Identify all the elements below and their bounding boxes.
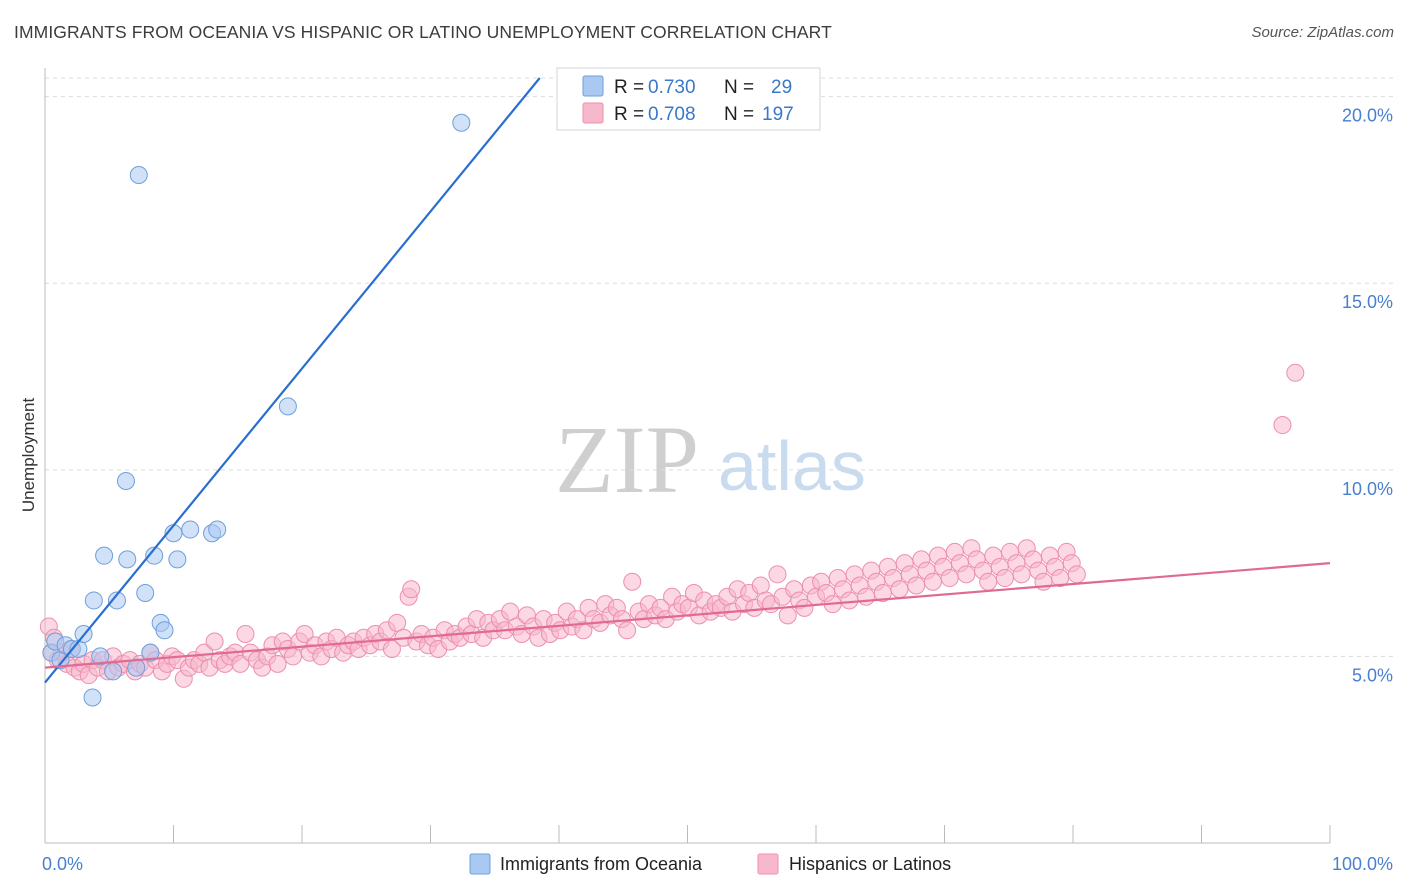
- watermark: ZIP atlas: [555, 406, 866, 513]
- y-tick-label: 20.0%: [1342, 106, 1393, 126]
- trend-line-hispanic: [44, 562, 1331, 669]
- point-oceania: [95, 546, 114, 565]
- trend-line-oceania: [44, 77, 541, 684]
- point-hispanic: [873, 583, 892, 602]
- point-hispanic: [979, 572, 998, 591]
- legend-label-oceania: Immigrants from Oceania: [500, 854, 703, 874]
- point-oceania: [155, 621, 174, 640]
- point-hispanic: [268, 654, 287, 673]
- point-oceania: [141, 643, 160, 662]
- point-hispanic: [923, 572, 942, 591]
- point-oceania: [452, 113, 471, 132]
- point-oceania: [181, 520, 200, 539]
- point-hispanic: [1012, 565, 1031, 584]
- stats-n-label-oceania: N =: [724, 77, 754, 98]
- point-hispanic: [857, 587, 876, 606]
- point-oceania: [208, 520, 227, 539]
- point-oceania: [116, 472, 135, 491]
- stats-r-label-oceania: R =: [614, 77, 644, 98]
- gridlines: [45, 77, 1395, 657]
- y-axis-title: Unemployment: [19, 398, 38, 513]
- point-hispanic: [205, 632, 224, 651]
- point-hispanic: [231, 654, 250, 673]
- chart-title: IMMIGRANTS FROM OCEANIA VS HISPANIC OR L…: [14, 22, 832, 42]
- stats-legend-swatch-oceania: [582, 75, 604, 97]
- stats-r-label-hispanic: R =: [614, 104, 644, 125]
- y-tick-labels: 5.0% 10.0% 15.0% 20.0%: [1342, 106, 1393, 686]
- stats-n-label-hispanic: N =: [724, 104, 754, 125]
- chart-source: Source: ZipAtlas.com: [1251, 24, 1394, 41]
- x-tick-label-max: 100.0%: [1332, 854, 1393, 874]
- trend-lines: [44, 77, 1331, 684]
- point-hispanic: [907, 576, 926, 595]
- stats-n-value-hispanic: 197: [762, 104, 794, 125]
- x-tick-labels: 0.0% 100.0%: [42, 854, 1393, 874]
- point-oceania: [136, 583, 155, 602]
- stats-legend-swatch-hispanic: [582, 102, 604, 124]
- point-hispanic: [618, 621, 637, 640]
- legend-swatch-hispanic: [757, 853, 779, 875]
- point-hispanic: [1067, 565, 1086, 584]
- y-tick-label: 15.0%: [1342, 292, 1393, 312]
- point-oceania: [145, 546, 164, 565]
- watermark-atlas: atlas: [718, 427, 866, 505]
- point-hispanic: [795, 598, 814, 617]
- point-hispanic: [751, 576, 770, 595]
- point-oceania: [84, 591, 103, 610]
- point-hispanic: [1273, 416, 1292, 435]
- legend-swatch-oceania: [469, 853, 491, 875]
- point-oceania: [104, 662, 123, 681]
- stats-legend: R = 0.730 N = 29 R = 0.708 N = 197: [556, 67, 821, 131]
- stats-r-value-hispanic: 0.708: [648, 104, 696, 125]
- point-hispanic: [940, 569, 959, 588]
- point-hispanic: [768, 565, 787, 584]
- bottom-legend: Immigrants from Oceania Hispanics or Lat…: [469, 853, 951, 875]
- point-hispanic: [995, 569, 1014, 588]
- point-hispanic: [840, 591, 859, 610]
- point-oceania: [129, 166, 148, 185]
- point-oceania: [278, 397, 297, 416]
- point-hispanic: [388, 613, 407, 632]
- point-oceania: [168, 550, 187, 569]
- legend-label-hispanic: Hispanics or Latinos: [789, 854, 951, 874]
- point-hispanic: [778, 606, 797, 625]
- point-hispanic: [574, 621, 593, 640]
- point-hispanic: [402, 580, 421, 599]
- stats-r-value-oceania: 0.730: [648, 77, 696, 98]
- point-hispanic: [501, 602, 520, 621]
- x-tick-label-min: 0.0%: [42, 854, 83, 874]
- y-tick-label: 10.0%: [1342, 479, 1393, 499]
- stats-n-value-oceania: 29: [771, 77, 792, 98]
- point-hispanic: [236, 625, 255, 644]
- axes: [44, 68, 1331, 844]
- point-hispanic: [957, 565, 976, 584]
- point-hispanic: [1051, 569, 1070, 588]
- point-oceania: [91, 647, 110, 666]
- y-tick-label: 5.0%: [1352, 665, 1393, 685]
- point-oceania: [83, 688, 102, 707]
- point-hispanic: [295, 625, 314, 644]
- point-hispanic: [623, 572, 642, 591]
- watermark-zip: ZIP: [555, 406, 699, 513]
- point-oceania: [118, 550, 137, 569]
- point-hispanic: [1286, 363, 1305, 382]
- point-oceania: [107, 591, 126, 610]
- point-hispanic: [890, 580, 909, 599]
